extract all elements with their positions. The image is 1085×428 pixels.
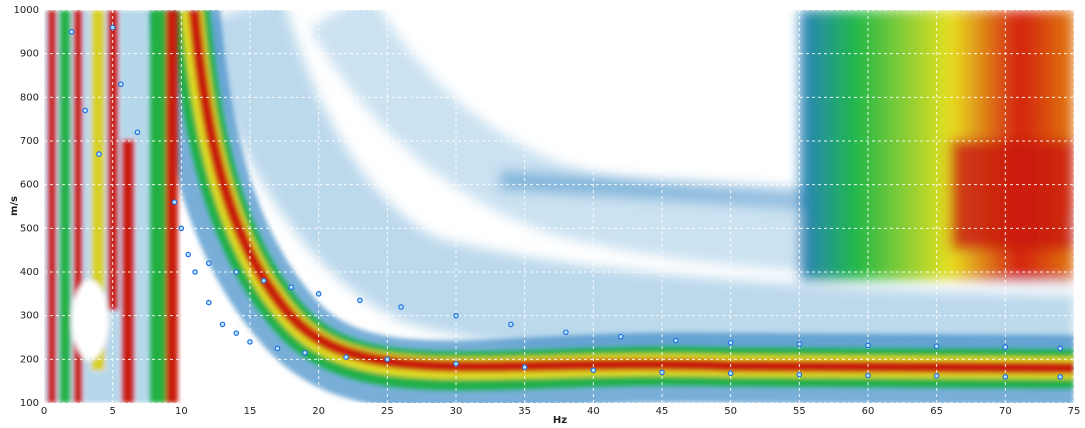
y-tick-label: 400 bbox=[20, 267, 39, 278]
y-axis-label: m/s bbox=[9, 196, 20, 216]
point bbox=[1002, 344, 1009, 350]
point bbox=[247, 339, 253, 345]
point bbox=[727, 370, 734, 377]
point bbox=[178, 225, 185, 232]
y-tick-label: 500 bbox=[20, 223, 39, 234]
point bbox=[315, 291, 322, 297]
x-tick-label: 75 bbox=[1068, 406, 1081, 417]
point bbox=[343, 354, 349, 360]
x-tick-label: 55 bbox=[793, 406, 806, 417]
y-tick-label: 200 bbox=[20, 354, 39, 365]
y-tick-label: 900 bbox=[20, 49, 39, 60]
point bbox=[118, 81, 124, 88]
point bbox=[1057, 345, 1064, 352]
point bbox=[617, 333, 624, 340]
y-tick-label: 1000 bbox=[14, 5, 39, 16]
point bbox=[96, 151, 102, 157]
point bbox=[865, 342, 871, 349]
point bbox=[384, 356, 391, 363]
x-tick-label: 70 bbox=[999, 406, 1012, 417]
x-tick-label: 10 bbox=[175, 406, 188, 417]
x-tick-label: 25 bbox=[381, 406, 394, 417]
point bbox=[672, 337, 679, 344]
point bbox=[865, 372, 871, 379]
point bbox=[171, 199, 178, 205]
point bbox=[206, 260, 212, 267]
point bbox=[82, 107, 89, 114]
points bbox=[68, 24, 1064, 380]
point bbox=[521, 364, 528, 370]
point bbox=[260, 277, 267, 284]
point bbox=[233, 330, 240, 336]
x-tick-label: 65 bbox=[930, 406, 943, 417]
x-tick-label: 15 bbox=[244, 406, 257, 417]
point bbox=[727, 339, 734, 346]
x-tick-label: 45 bbox=[656, 406, 669, 417]
y-tick-label: 100 bbox=[20, 398, 39, 409]
y-tick-label: 700 bbox=[20, 136, 39, 147]
point bbox=[1002, 373, 1009, 380]
x-tick-label: 35 bbox=[518, 406, 531, 417]
x-axis-label: Hz bbox=[553, 415, 567, 426]
point bbox=[233, 269, 240, 275]
y-tick-label: 600 bbox=[20, 180, 39, 191]
point bbox=[508, 321, 514, 328]
point bbox=[1057, 373, 1064, 380]
point bbox=[933, 373, 940, 379]
point bbox=[274, 345, 281, 352]
point bbox=[134, 129, 141, 136]
point bbox=[68, 29, 75, 35]
grid bbox=[43, 9, 1075, 404]
point bbox=[357, 297, 363, 304]
heatmap bbox=[44, 10, 1074, 403]
point bbox=[288, 284, 295, 291]
point bbox=[563, 329, 569, 336]
point bbox=[219, 321, 226, 328]
x-tick-label: 20 bbox=[312, 406, 325, 417]
point bbox=[206, 299, 212, 306]
x-tick-label: 60 bbox=[862, 406, 875, 417]
point bbox=[302, 349, 308, 356]
axes: 0 5 10 15 20 25 30 35 40 45 50 55 60 65 70 75 100 200 300 4… bbox=[14, 5, 1081, 417]
y-tick-label: 800 bbox=[20, 92, 39, 103]
point bbox=[453, 360, 459, 367]
point bbox=[796, 371, 803, 378]
x-tick-label: 0 bbox=[41, 406, 47, 417]
point bbox=[933, 343, 940, 350]
x-tick-label: 30 bbox=[450, 406, 463, 417]
x-tick-label: 5 bbox=[109, 406, 115, 417]
point bbox=[453, 312, 459, 319]
point bbox=[109, 24, 116, 31]
point bbox=[659, 369, 665, 376]
point bbox=[590, 367, 597, 374]
point bbox=[398, 304, 404, 310]
x-tick-label: 50 bbox=[724, 406, 737, 417]
point bbox=[185, 251, 192, 258]
point bbox=[796, 341, 803, 347]
y-tick-label: 300 bbox=[20, 311, 39, 322]
point bbox=[192, 269, 198, 275]
x-tick-label: 40 bbox=[587, 406, 600, 417]
